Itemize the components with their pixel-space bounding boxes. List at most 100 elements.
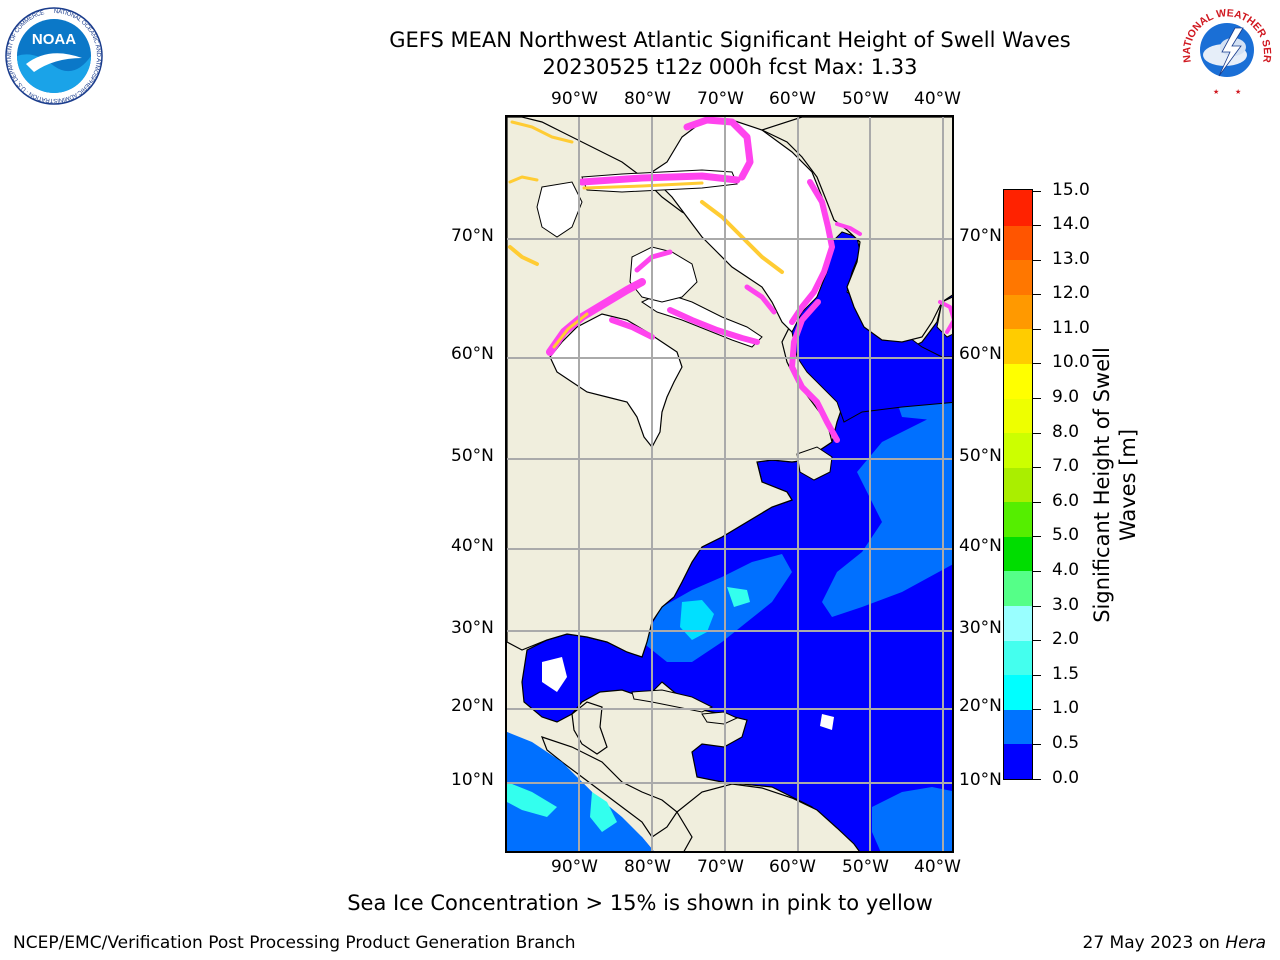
lon-label-bottom: 80°W — [624, 857, 671, 877]
colorbar-segment — [1004, 640, 1032, 676]
colorbar-title-line1: Significant Height of Swell — [1090, 347, 1114, 623]
host-name: Hera — [1225, 933, 1266, 953]
newfoundland-island — [796, 446, 833, 481]
colorbar-segment — [1004, 190, 1032, 226]
colorbar-tick-mark — [1033, 501, 1041, 503]
swell-zone-high — [507, 782, 557, 817]
nws-logo: NATIONAL WEATHER SERVICE ★ ★ — [1177, 0, 1275, 98]
arctic-channel — [536, 181, 583, 238]
chart-title-line1: GEFS MEAN Northwest Atlantic Significant… — [389, 28, 1071, 52]
colorbar-tick-mark — [1033, 190, 1041, 192]
lat-label-right: 20°N — [959, 696, 1002, 716]
lat-label-left: 50°N — [451, 446, 494, 466]
south-america-land — [676, 783, 860, 851]
colorbar-tick-label: 0.0 — [1052, 767, 1080, 788]
small-white-patch — [820, 714, 834, 730]
colorbar-tick-mark — [1033, 432, 1041, 434]
colorbar-tick-label: 1.0 — [1052, 698, 1080, 719]
noaa-logo: NOAA NATIONAL OCEANIC AND ATMOSPHERIC AD… — [5, 7, 103, 105]
colorbar-tick-mark — [1033, 328, 1041, 330]
colorbar-tick-mark — [1033, 743, 1041, 745]
credit-text: NCEP/EMC/Verification Post Processing Pr… — [13, 933, 576, 953]
lon-label-top: 80°W — [624, 89, 671, 109]
colorbar-tick-label: 2.0 — [1052, 629, 1080, 650]
swell-zone-mid — [507, 732, 654, 851]
colorbar-segment — [1004, 674, 1032, 710]
colorbar-tick-mark — [1033, 225, 1041, 227]
hudson-bay — [549, 313, 683, 449]
colorbar-tick-label: 13.0 — [1052, 248, 1090, 269]
lon-label-top: 50°W — [842, 89, 889, 109]
colorbar-segment — [1004, 225, 1032, 261]
colorbar-segment — [1004, 432, 1032, 468]
colorbar-segment — [1004, 536, 1032, 572]
colorbar-segment — [1004, 328, 1032, 364]
lat-label-left: 40°N — [451, 536, 494, 556]
lat-label-left: 20°N — [451, 696, 494, 716]
colorbar-segment — [1004, 467, 1032, 503]
colorbar-tick-label: 1.5 — [1052, 663, 1080, 684]
map-svg — [507, 117, 952, 851]
noaa-logo-text: NOAA — [32, 31, 76, 48]
lat-label-left: 60°N — [451, 344, 494, 364]
colorbar-segment — [1004, 501, 1032, 537]
lat-label-left: 30°N — [451, 618, 494, 638]
ice-note: Sea Ice Concentration > 15% is shown in … — [347, 891, 933, 915]
central-america-land — [540, 736, 678, 838]
colorbar-tick-mark — [1033, 674, 1041, 676]
yucatan-white — [542, 657, 567, 692]
chart-title-line2: 20230525 t12z 000h fcst Max: 1.33 — [542, 55, 918, 79]
colorbar-tick-mark — [1033, 398, 1041, 400]
colorbar-tick-mark — [1033, 778, 1041, 780]
lat-label-right: 10°N — [959, 770, 1002, 790]
colorbar-tick-label: 14.0 — [1052, 214, 1090, 235]
colorbar-title: Significant Height of Swell Waves [m] — [1089, 347, 1141, 623]
lat-label-left: 70°N — [451, 226, 494, 246]
colorbar-tick-mark — [1033, 363, 1041, 365]
colorbar-segment — [1004, 397, 1032, 434]
colorbar-tick-label: 12.0 — [1052, 283, 1090, 304]
colorbar-tick-mark — [1033, 536, 1041, 538]
greenland-land — [760, 117, 952, 343]
lat-label-right: 30°N — [959, 618, 1002, 638]
colorbar-tick-label: 9.0 — [1052, 387, 1080, 408]
swell-zone-mid — [642, 554, 792, 662]
lon-label-top: 70°W — [697, 89, 744, 109]
map-gridlines — [507, 117, 952, 851]
colorbar-tick-label: 6.0 — [1052, 490, 1080, 511]
colorbar-segment — [1004, 743, 1032, 779]
svg-text:★: ★ — [1235, 88, 1241, 96]
lon-label-bottom: 50°W — [842, 857, 889, 877]
hispaniola-island — [701, 711, 739, 725]
colorbar-tick-label: 15.0 — [1052, 179, 1090, 200]
map-panel[interactable] — [505, 115, 954, 853]
lon-label-bottom: 60°W — [769, 857, 816, 877]
colorbar-segment — [1004, 294, 1032, 330]
colorbar — [1003, 189, 1033, 780]
date-stamp: 27 May 2023 on Hera — [1083, 933, 1267, 953]
colorbar-tick-label: 3.0 — [1052, 594, 1080, 615]
lat-label-right: 60°N — [959, 344, 1002, 364]
lon-label-top: 60°W — [769, 89, 816, 109]
lon-label-top: 90°W — [551, 89, 598, 109]
svg-text:★: ★ — [1213, 88, 1219, 96]
colorbar-tick-mark — [1033, 294, 1041, 296]
swell-zone-high — [590, 792, 617, 832]
lon-label-bottom: 70°W — [697, 857, 744, 877]
lat-label-right: 50°N — [959, 446, 1002, 466]
colorbar-title-line2: Waves [m] — [1116, 428, 1140, 542]
colorbar-tick-label: 4.0 — [1052, 559, 1080, 580]
colorbar-tick-mark — [1033, 640, 1041, 642]
swell-zone-mid — [872, 787, 952, 851]
lon-label-top: 40°W — [914, 89, 961, 109]
colorbar-tick-label: 11.0 — [1052, 317, 1090, 338]
date-text: 27 May 2023 on — [1082, 933, 1226, 953]
lat-label-right: 70°N — [959, 226, 1002, 246]
lat-label-left: 10°N — [451, 770, 494, 790]
colorbar-tick-mark — [1033, 605, 1041, 607]
lat-label-right: 40°N — [959, 536, 1002, 556]
colorbar-segment — [1004, 363, 1032, 399]
colorbar-tick-mark — [1033, 570, 1041, 572]
colorbar-tick-label: 7.0 — [1052, 456, 1080, 477]
colorbar-segment — [1004, 605, 1032, 641]
